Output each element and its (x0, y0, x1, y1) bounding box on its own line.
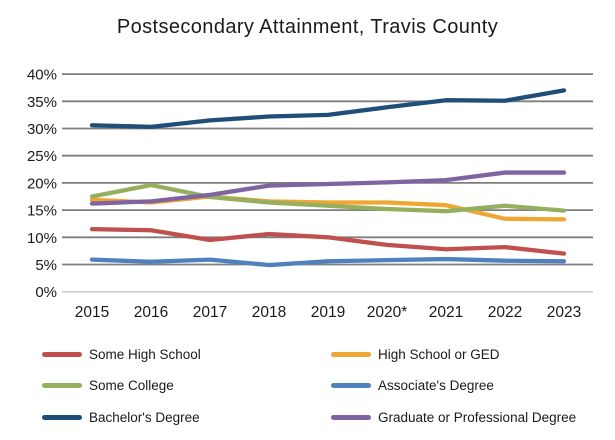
legend-item-some-high-school: Some High School (42, 344, 331, 364)
x-tick-label-2015: 2015 (75, 304, 109, 321)
legend-label-associate-s-degree: Associate's Degree (378, 378, 494, 393)
legend-item-associate-s-degree: Associate's Degree (331, 376, 615, 396)
x-tick-label-2021: 2021 (429, 304, 463, 321)
series-line-graduate-or-professional-degree (89, 170, 567, 206)
line-chart: 0% 5% 10% 15% 20% 25% 30% 35% 40% 2015 2016 2017 201… (27, 67, 593, 321)
legend-column-1: Some High School Some College Bachelor's D… (42, 344, 331, 439)
x-tick-label-2017: 2017 (193, 304, 227, 321)
y-tick-label-15: 15% (27, 203, 57, 220)
series-line-associate-s-degree (89, 256, 567, 268)
legend-swatch-icon-associate-s-degree (331, 383, 371, 388)
y-tick-label-25: 25% (27, 148, 57, 165)
chart-title: Postsecondary Attainment, Travis County (116, 16, 499, 38)
x-tick-label-2016: 2016 (134, 304, 168, 321)
legend-swatch-icon-some-college (42, 383, 82, 388)
y-tick-label-40: 40% (27, 67, 57, 84)
x-tick-label-2023: 2023 (547, 304, 581, 321)
legend-swatch-icon-some-high-school (42, 351, 82, 357)
legend-swatch-icon-bachelor-s-degree (42, 414, 82, 420)
legend-column-2: High School or GED Associate's Degree Grad… (331, 344, 615, 439)
legend-item-some-college: Some College (42, 376, 331, 396)
series-line-some-college (89, 182, 567, 214)
legend-label-graduate-or-professional-degree: Graduate or Professional Degree (378, 409, 577, 425)
y-tick-label-0: 0% (35, 284, 57, 301)
x-tick-label-2020: 2020* (367, 304, 408, 321)
legend-label-some-college: Some College (89, 378, 174, 393)
legend-label-some-high-school: Some High School (89, 346, 201, 362)
series-line-some-high-school (89, 226, 567, 256)
series-line-bachelor-s-degree (89, 88, 567, 130)
y-tick-label-20: 20% (27, 175, 57, 192)
y-tick-label-35: 35% (27, 94, 57, 111)
legend-swatch-icon-high-school-or-ged (331, 351, 371, 357)
y-tick-label-10: 10% (27, 230, 57, 247)
x-tick-label-2022: 2022 (488, 304, 522, 321)
legend-item-bachelor-s-degree: Bachelor's Degree (42, 407, 331, 427)
y-tick-label-5: 5% (35, 257, 57, 274)
x-tick-label-2019: 2019 (311, 304, 345, 321)
legend-item-high-school-or-ged: High School or GED (331, 344, 615, 364)
y-tick-label-30: 30% (27, 121, 57, 138)
chart-legend: Some High School Some College Bachelor's D… (0, 344, 615, 439)
legend-swatch-icon-graduate-or-professional-degree (331, 414, 371, 420)
legend-label-high-school-or-ged: High School or GED (378, 346, 500, 362)
x-tick-label-2018: 2018 (252, 304, 286, 321)
legend-item-graduate-or-professional-degree: Graduate or Professional Degree (331, 407, 615, 427)
legend-label-bachelor-s-degree: Bachelor's Degree (89, 409, 200, 425)
